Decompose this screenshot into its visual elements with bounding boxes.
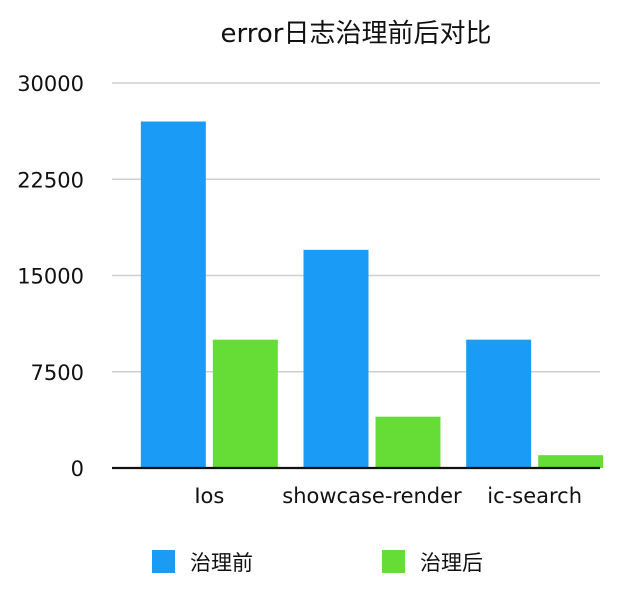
legend-item: 治理后 <box>382 550 483 575</box>
bar-before-0 <box>140 121 206 468</box>
y-tick-label: 7500 <box>31 361 84 385</box>
legend-label: 治理后 <box>420 551 483 575</box>
legend-swatch <box>382 550 405 573</box>
legend-item: 治理前 <box>152 550 253 575</box>
bar-before-1 <box>303 249 369 468</box>
y-tick-label: 15000 <box>17 265 84 289</box>
bar-before-2 <box>466 339 532 468</box>
y-tick-label: 22500 <box>17 168 84 192</box>
x-category-label: Ios <box>194 484 224 508</box>
legend: 治理前 治理后 <box>152 550 483 575</box>
chart-title: error日志治理前后对比 <box>221 19 492 49</box>
x-category-labels: Ios showcase-render ic-search <box>194 484 582 508</box>
y-tick-label: 30000 <box>17 72 84 96</box>
y-tick-label: 0 <box>71 457 84 481</box>
legend-swatch <box>152 550 175 573</box>
bar-after-0 <box>212 339 278 468</box>
x-category-label: showcase-render <box>282 484 462 508</box>
bar-layer <box>140 121 604 468</box>
bar-after-1 <box>375 416 441 468</box>
legend-label: 治理前 <box>190 551 253 575</box>
y-tick-labels: 0 7500 15000 22500 30000 <box>17 72 84 481</box>
x-category-label: ic-search <box>487 484 582 508</box>
bar-after-2 <box>538 455 604 468</box>
